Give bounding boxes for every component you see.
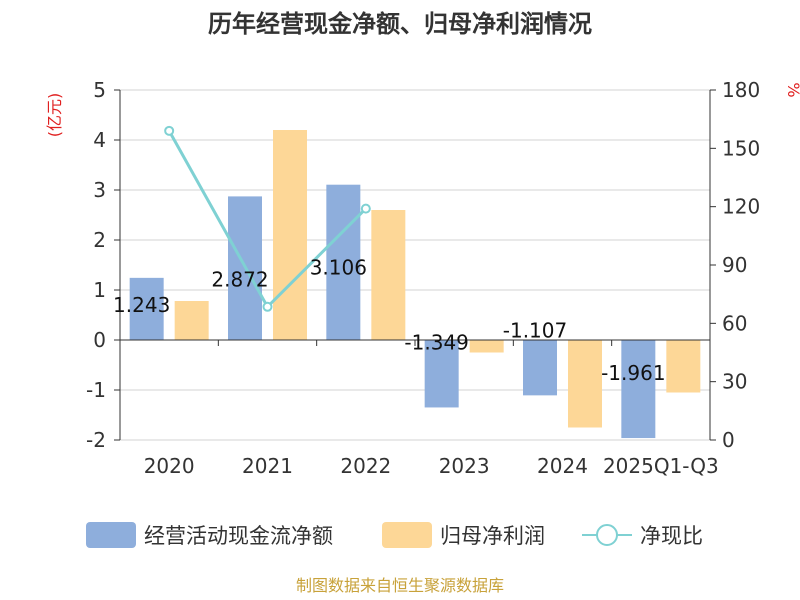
cashflow-data-label: -1.961	[601, 361, 665, 385]
left-tick-label: 2	[93, 228, 106, 252]
right-tick-label: 60	[722, 311, 747, 335]
cashflow-data-label: 3.106	[310, 256, 367, 280]
profit-bar	[371, 210, 406, 340]
cashflow-bar	[424, 340, 459, 408]
category-label: 2025Q1-Q3	[603, 454, 719, 478]
left-tick-label: 0	[93, 328, 106, 352]
category-label: 2022	[340, 454, 391, 478]
cashflow-data-label: 2.872	[211, 267, 268, 291]
legend-profit-label: 归母净利润	[440, 524, 545, 548]
profit-bar	[666, 340, 701, 393]
right-tick-label: 150	[722, 136, 760, 160]
right-axis-unit: %	[784, 82, 800, 97]
chart-title: 历年经营现金净额、归母净利润情况	[208, 10, 592, 38]
legend-profit-swatch	[382, 522, 432, 548]
data-labels: 1.243 2.872 3.106 -1.349 -1.107 -1.961	[113, 256, 666, 385]
cashflow-data-label: -1.107	[503, 318, 567, 342]
right-tick-label: 180	[722, 78, 760, 102]
ratio-line	[164, 125, 371, 312]
category-label: 2020	[144, 454, 195, 478]
cashflow-data-label: -1.349	[404, 330, 468, 354]
cashflow-bar	[326, 184, 361, 340]
cashflow-bar	[129, 277, 164, 340]
right-tick-label: 90	[722, 253, 747, 277]
legend-ratio-label: 净现比	[640, 524, 703, 548]
left-tick-label: 1	[93, 278, 106, 302]
source-note: 制图数据来自恒生聚源数据库	[296, 576, 504, 595]
profit-bar	[469, 340, 504, 353]
category-label: 2021	[242, 454, 293, 478]
legend-ratio-marker	[596, 524, 618, 546]
left-tick-label: -1	[86, 378, 106, 402]
legend[interactable]: 经营活动现金流净额 归母净利润 净现比	[86, 522, 703, 548]
profit-bar	[174, 301, 209, 340]
legend-ratio[interactable]: 净现比	[582, 524, 703, 548]
category-label: 2023	[439, 454, 490, 478]
right-tick-label: 0	[722, 428, 735, 452]
ratio-point	[164, 125, 175, 136]
legend-cashflow-label: 经营活动现金流净额	[144, 524, 333, 548]
legend-profit[interactable]: 归母净利润	[382, 522, 545, 548]
legend-cashflow-swatch	[86, 522, 136, 548]
cashflow-data-label: 1.243	[113, 293, 170, 317]
right-tick-label: 30	[722, 370, 747, 394]
category-label: 2024	[537, 454, 588, 478]
ratio-point	[262, 301, 273, 312]
left-axis-unit: (亿元)	[45, 93, 64, 138]
left-tick-label: 3	[93, 178, 106, 202]
cashflow-bar	[523, 340, 557, 396]
left-tick-label: 5	[93, 78, 106, 102]
cashflow-bar	[621, 340, 656, 439]
legend-cashflow[interactable]: 经营活动现金流净额	[86, 522, 333, 548]
profit-bar	[568, 340, 602, 428]
left-tick-label: 4	[93, 128, 106, 152]
profit-bar	[273, 130, 307, 340]
axes: -2 -1 0 1 2 3 4 5 0 30 60 90 120 150 180 2020 2021 2022 20…	[86, 78, 760, 478]
right-tick-label: 120	[722, 195, 760, 219]
left-tick-label: -2	[86, 428, 106, 452]
ratio-point	[360, 203, 371, 214]
